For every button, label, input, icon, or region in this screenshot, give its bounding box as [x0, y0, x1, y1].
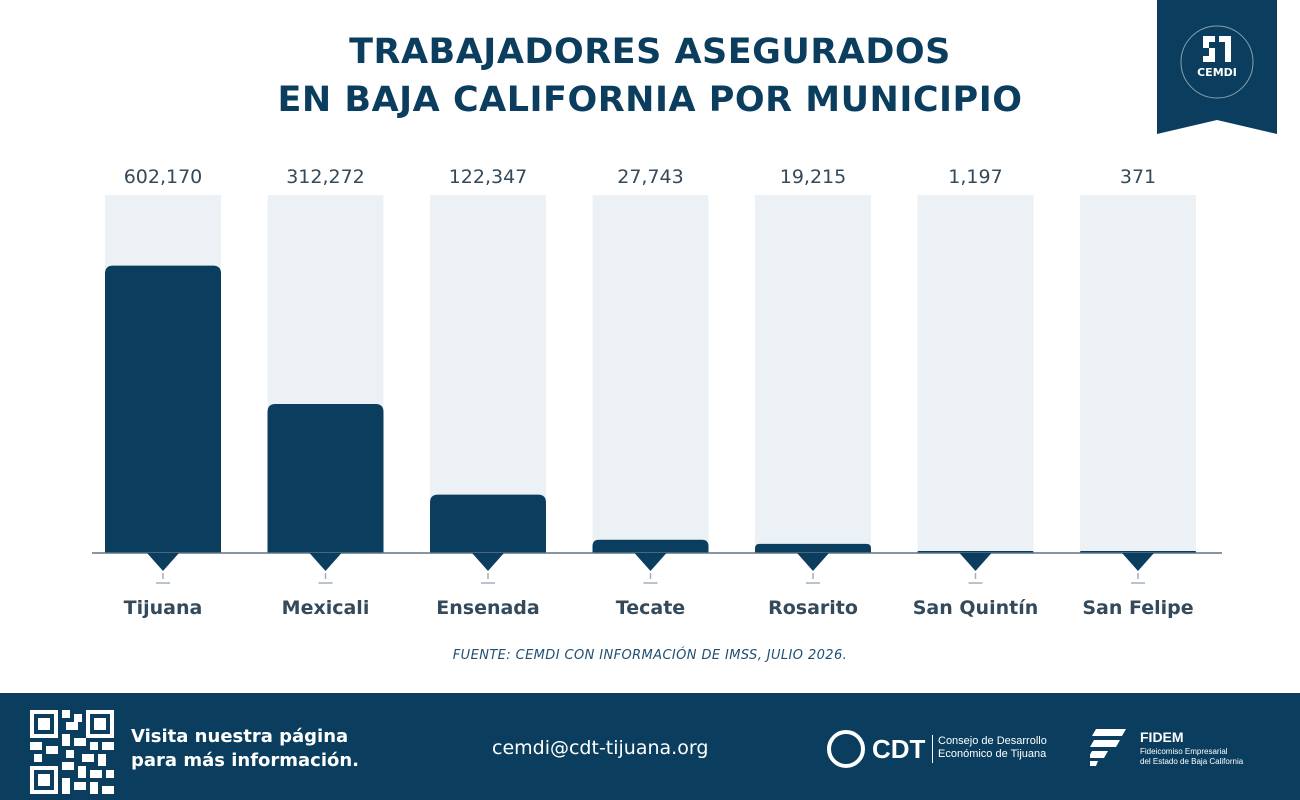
value-label-rosarito: 19,215: [780, 166, 846, 188]
value-label-tijuana: 602,170: [124, 166, 203, 188]
bar-track-san-quintin: [917, 195, 1034, 553]
visit-line-1: Visita nuestra página: [131, 726, 349, 747]
category-label-ensenada: Ensenada: [436, 597, 539, 619]
cemdi-logo-mark: [1203, 36, 1215, 62]
fidem-description: Fideicomiso Empresarial del Estado de Ba…: [1140, 747, 1270, 767]
cemdi-badge: CEMDI: [1157, 0, 1277, 134]
bar-mexicali[interactable]: [267, 403, 384, 553]
source-note: FUENTE: CEMDI CON INFORMACIÓN DE IMSS, J…: [452, 648, 848, 663]
bar-track-tecate: [592, 195, 709, 553]
bar-track-san-felipe: [1080, 195, 1196, 553]
category-labels: Tijuana Mexicali Ensenada Tecate Rosarito San…: [124, 597, 1194, 619]
visit-text: Visita nuestra página para más informaci…: [131, 725, 391, 773]
fidem-desc-line-2: del Estado de Baja California: [1140, 757, 1244, 766]
cdt-desc-line-2: Económico de Tijuana: [938, 748, 1047, 760]
bar-pointer-rosarito: [797, 553, 829, 571]
fidem-stripes-icon: [1090, 729, 1126, 766]
bar-pointer-tecate: [634, 553, 667, 571]
bars: [105, 265, 1196, 553]
value-labels: 602,170 312,272 122,347 27,743 19,215 1,197 37…: [124, 166, 1156, 188]
bar-track-ensenada: [430, 195, 546, 553]
value-label-ensenada: 122,347: [449, 166, 528, 188]
value-label-san-felipe: 371: [1120, 166, 1156, 188]
fidem-name: FIDEM: [1140, 729, 1184, 745]
bar-rosarito[interactable]: [755, 543, 871, 553]
category-label-rosarito: Rosarito: [768, 597, 858, 619]
footer: Visita nuestra página para más informaci…: [0, 693, 1300, 800]
visit-line-2: para más información.: [131, 750, 360, 771]
qr-code[interactable]: [30, 710, 114, 794]
value-label-tecate: 27,743: [617, 166, 683, 188]
category-label-san-quintin: San Quintín: [913, 597, 1039, 619]
bar-pointer-mexicali: [309, 553, 342, 571]
title-line-2: EN BAJA CALIFORNIA POR MUNICIPIO: [277, 80, 1023, 120]
category-label-tijuana: Tijuana: [124, 597, 203, 619]
bar-ensenada[interactable]: [430, 494, 546, 553]
email-link[interactable]: cemdi@cdt-tijuana.org: [492, 737, 709, 759]
bar-track-rosarito: [755, 195, 871, 553]
bar-tecate[interactable]: [592, 539, 709, 553]
cdt-description: Consejo de Desarrollo Económico de Tijua…: [938, 735, 1088, 761]
bar-pointer-tijuana: [147, 553, 179, 571]
bar-chart: 602,170 312,272 122,347 27,743 19,215 1,197 37…: [92, 166, 1222, 619]
value-label-mexicali: 312,272: [286, 166, 365, 188]
cdt-divider: [932, 735, 933, 763]
bar-pointer-san-felipe: [1122, 553, 1154, 571]
category-label-san-felipe: San Felipe: [1082, 597, 1193, 619]
chart-title: TRABAJADORES ASEGURADOS EN BAJA CALIFORN…: [0, 28, 1300, 124]
bar-pointer-san-quintin: [959, 553, 992, 571]
cdt-swirl-icon: [827, 730, 865, 768]
category-label-tecate: Tecate: [616, 597, 685, 619]
bar-pointers: [147, 553, 1154, 584]
bar-tijuana[interactable]: [105, 265, 221, 553]
title-line-1: TRABAJADORES ASEGURADOS: [349, 32, 951, 72]
category-label-mexicali: Mexicali: [282, 597, 370, 619]
cemdi-logo-text: CEMDI: [1197, 66, 1237, 79]
bar-pointer-ensenada: [472, 553, 504, 571]
cdt-desc-line-1: Consejo de Desarrollo: [938, 735, 1047, 747]
cdt-name: CDT: [872, 734, 926, 764]
fidem-desc-line-1: Fideicomiso Empresarial: [1140, 747, 1228, 756]
value-label-san-quintin: 1,197: [948, 166, 1002, 188]
